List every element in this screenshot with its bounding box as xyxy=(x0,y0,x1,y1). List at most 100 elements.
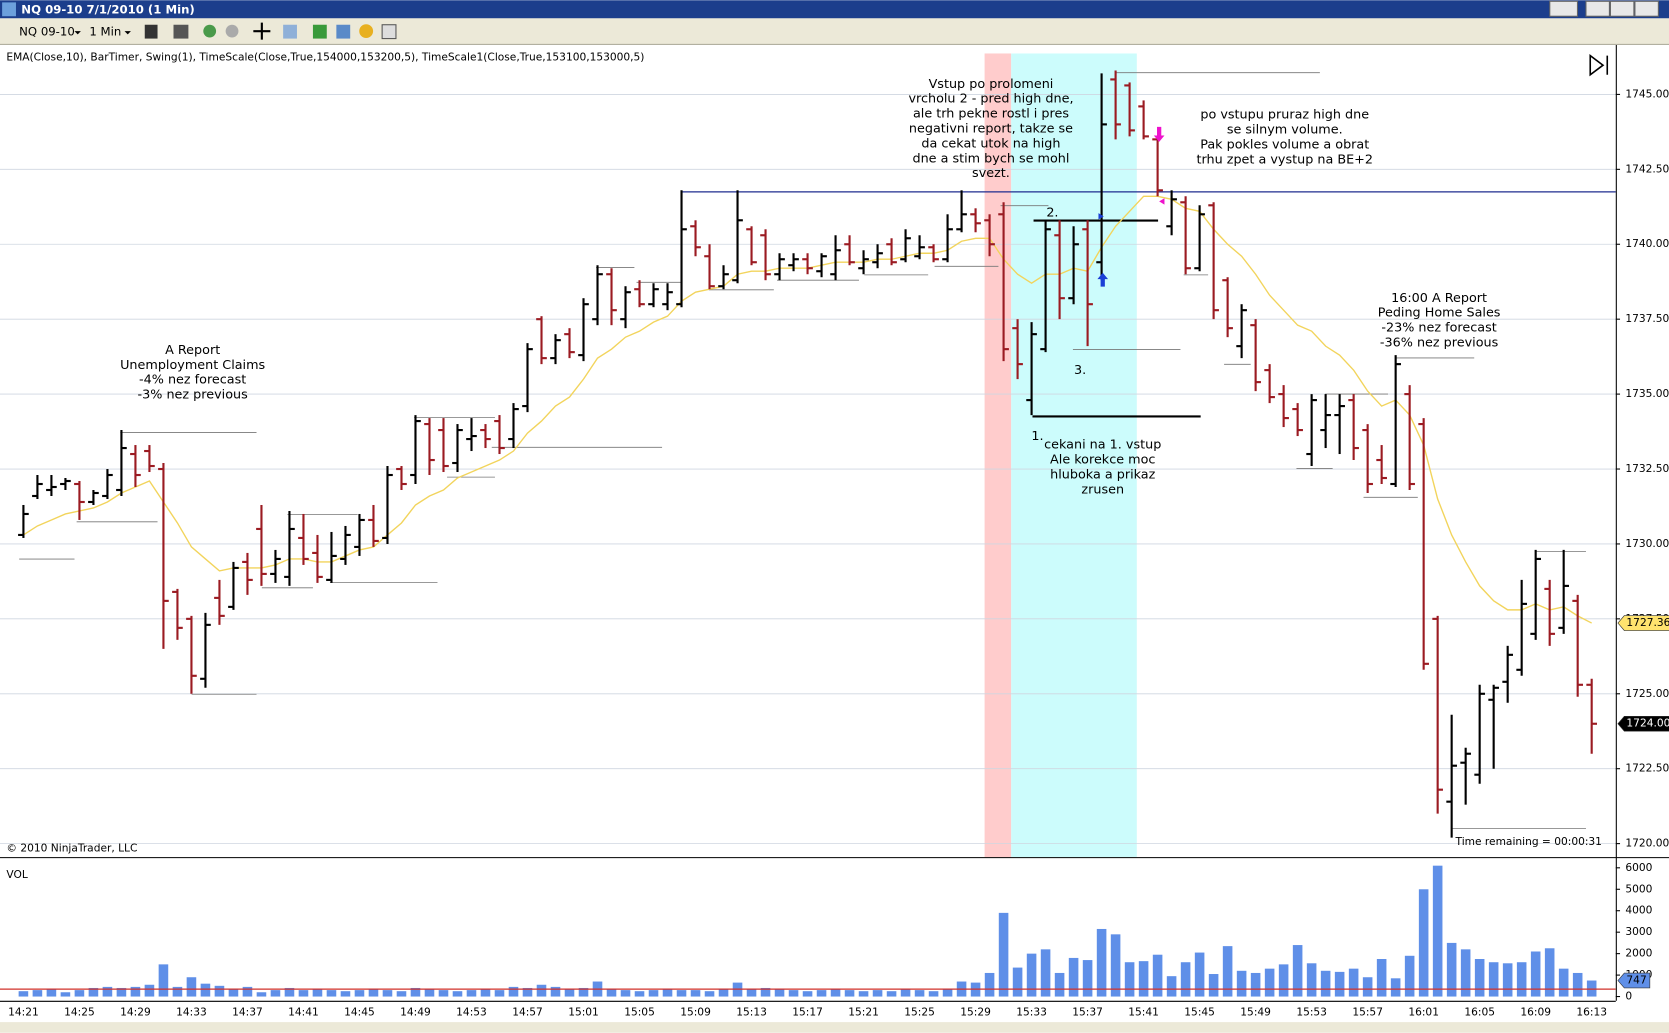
ohlc-bar xyxy=(1390,355,1401,488)
ohlc-bar xyxy=(606,268,617,326)
ohlc-bar xyxy=(1530,549,1541,640)
volume-bar xyxy=(1446,942,1457,997)
crosshair-icon[interactable] xyxy=(253,22,271,40)
plot-area: 1720.001722.501725.001727.501730.001732.… xyxy=(8,70,1669,1019)
volume-bar xyxy=(172,986,183,997)
ohlc-bar xyxy=(410,415,421,485)
instrument-selector[interactable]: NQ 09-10 xyxy=(19,25,75,39)
toolbar xyxy=(0,18,1669,45)
minimize-button[interactable] xyxy=(1585,0,1610,17)
annotation-line: negativni report, takze se xyxy=(909,122,1073,137)
ohlc-bar xyxy=(802,253,813,275)
y-tick-label: 6000 xyxy=(1625,861,1652,874)
ohlc-bar xyxy=(354,513,365,556)
ohlc-bar xyxy=(144,445,155,473)
volume-bar xyxy=(1012,967,1023,997)
annotation-line: zrusen xyxy=(1081,482,1124,497)
ohlc-bar xyxy=(1278,385,1289,428)
ohlc-bar xyxy=(648,283,659,308)
ohlc-bar xyxy=(1180,196,1191,275)
ohlc-bar xyxy=(1572,594,1584,697)
ohlc-bar xyxy=(928,244,939,263)
annotation-line: vrcholu 2 - pred high dne, xyxy=(908,92,1073,107)
maximize-button[interactable] xyxy=(1609,0,1635,17)
volume-bar xyxy=(858,991,869,997)
strategy-icon[interactable] xyxy=(312,24,327,39)
volume-bar xyxy=(298,990,309,997)
interval-selector[interactable]: 1 Min xyxy=(89,25,121,39)
zoom-in-icon[interactable] xyxy=(203,24,217,38)
volume-bar xyxy=(326,990,337,997)
ohlc-bar xyxy=(872,244,883,269)
x-tick-label: 14:25 xyxy=(64,1006,95,1019)
ohlc-bar xyxy=(424,418,435,476)
point-label: 3. xyxy=(1074,363,1086,378)
volume-bar xyxy=(102,986,113,997)
volume-bar xyxy=(32,990,43,997)
link-button[interactable] xyxy=(1549,0,1578,17)
scroll-to-end-button[interactable] xyxy=(1589,54,1609,77)
x-tick-label: 15:29 xyxy=(960,1006,991,1019)
x-tick-label: 15:21 xyxy=(848,1006,879,1019)
volume-bar xyxy=(928,991,939,997)
ohlc-bar xyxy=(1334,394,1345,455)
volume-bar xyxy=(452,991,463,997)
x-tick-label: 15:17 xyxy=(792,1006,823,1019)
x-tick-label: 15:05 xyxy=(624,1006,655,1019)
ohlc-bar xyxy=(1026,322,1037,416)
volume-bar xyxy=(1222,946,1233,997)
x-tick-label: 15:25 xyxy=(904,1006,935,1019)
ohlc-bar xyxy=(1110,70,1121,140)
x-tick-label: 15:37 xyxy=(1072,1006,1103,1019)
volume-bar xyxy=(802,991,813,997)
point-label: 1. xyxy=(1031,429,1043,444)
close-button[interactable] xyxy=(1634,0,1659,17)
volume-bar xyxy=(144,984,155,997)
ohlc-bar xyxy=(676,190,687,308)
volume-bar xyxy=(74,990,85,997)
ohlc-bar xyxy=(18,504,29,538)
data-box-icon[interactable] xyxy=(381,24,397,40)
volume-bar xyxy=(256,992,267,997)
x-tick-label: 15:41 xyxy=(1128,1006,1159,1019)
volume-bar xyxy=(1138,961,1149,997)
draw-icon[interactable] xyxy=(173,24,189,39)
ohlc-bar xyxy=(242,552,253,595)
volume-bar xyxy=(578,987,589,997)
x-tick-label: 15:13 xyxy=(736,1006,767,1019)
ohlc-bar xyxy=(340,525,351,565)
marker-label: 1727.36 xyxy=(1626,616,1669,629)
dropdown-arrow[interactable] xyxy=(74,31,81,35)
price-marker: 1724.00 xyxy=(1617,715,1669,732)
ohlc-bar xyxy=(1166,190,1177,236)
volume-bar xyxy=(1180,962,1191,997)
volume-bar xyxy=(382,990,393,997)
ohlc-bar xyxy=(914,235,925,260)
ohlc-bar xyxy=(1446,714,1457,838)
x-tick-label: 15:53 xyxy=(1296,1006,1327,1019)
properties-icon[interactable] xyxy=(283,24,297,39)
zoom-out-icon[interactable] xyxy=(225,24,239,38)
indicator-icon[interactable] xyxy=(336,24,351,39)
volume-bar xyxy=(1208,974,1219,997)
bar-type-icon[interactable] xyxy=(144,24,158,39)
ohlc-bar xyxy=(550,334,561,365)
ohlc-bar xyxy=(830,235,841,281)
dropdown-arrow[interactable] xyxy=(124,31,131,35)
volume-bar xyxy=(1474,959,1485,997)
y-tick-label: 1742.50 xyxy=(1625,162,1669,175)
ohlc-bar xyxy=(1586,678,1598,754)
exit-marker xyxy=(1159,198,1165,205)
volume-bar xyxy=(998,912,1009,997)
currency-icon[interactable] xyxy=(359,24,374,39)
toolbar-icons[interactable] xyxy=(144,22,397,40)
annotation-line: -23% nez forecast xyxy=(1381,321,1496,336)
bar-timer: Time remaining = 00:00:31 xyxy=(1455,835,1602,848)
y-tick-label: 4000 xyxy=(1625,904,1652,917)
volume-bar xyxy=(1488,962,1499,997)
ohlc-bar xyxy=(1460,747,1471,805)
ohlc-bar xyxy=(186,615,197,694)
scrollbar[interactable] xyxy=(0,1022,1669,1033)
ohlc-bar xyxy=(522,343,533,413)
